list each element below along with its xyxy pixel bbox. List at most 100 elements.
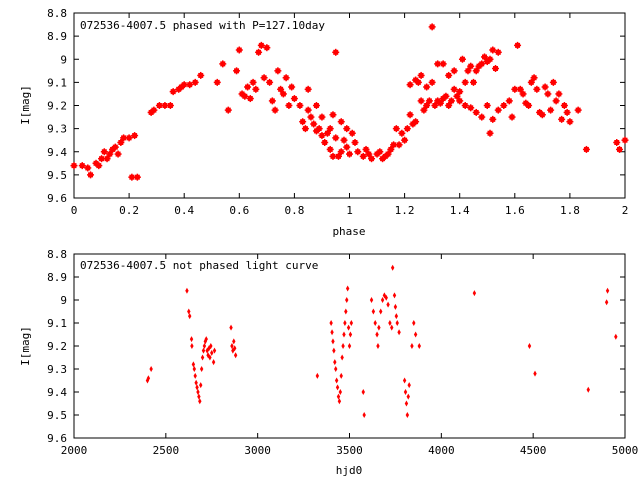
data-point — [406, 111, 414, 119]
data-point — [202, 343, 207, 349]
data-point — [395, 141, 403, 149]
data-point — [233, 352, 238, 359]
data-point — [386, 301, 390, 308]
data-point — [379, 308, 383, 315]
data-point — [395, 320, 399, 326]
data-point — [403, 125, 411, 133]
data-point — [439, 60, 447, 68]
data-point — [406, 81, 414, 89]
phased-y-tick-label: 9.5 — [47, 169, 67, 182]
unphased-axis-ticks: 2000 2500 3000 3500 4000 4500 5000 8.8 8.9 9 9.1 9.… — [47, 248, 638, 457]
data-point — [193, 372, 197, 379]
unphased-y-tick-label: 8.8 — [47, 248, 67, 261]
data-point — [346, 324, 351, 331]
unphased-y-tick-label: 9.6 — [47, 432, 67, 445]
unphased-y-tick-label: 9.1 — [47, 317, 67, 330]
data-point — [348, 331, 353, 338]
data-point — [209, 343, 213, 349]
data-point — [423, 102, 431, 109]
data-point — [467, 104, 475, 112]
data-point — [494, 106, 502, 114]
data-point — [605, 287, 610, 294]
data-point — [405, 412, 410, 418]
data-point — [464, 67, 472, 75]
data-point — [349, 320, 354, 326]
data-point — [450, 85, 458, 93]
data-point — [339, 372, 343, 379]
data-point — [574, 106, 582, 114]
data-point — [345, 285, 350, 292]
data-point — [417, 343, 421, 349]
unphased-y-tick-label: 9.5 — [47, 409, 67, 422]
data-point — [404, 400, 409, 407]
data-point — [199, 366, 204, 372]
data-point — [344, 308, 348, 315]
data-point — [78, 162, 86, 170]
data-point — [315, 125, 323, 133]
data-point — [246, 95, 254, 103]
data-point — [500, 102, 508, 109]
data-point — [195, 384, 199, 391]
data-point — [544, 90, 552, 98]
data-point — [100, 148, 108, 156]
data-point — [450, 67, 458, 75]
data-point — [412, 320, 416, 326]
data-point — [204, 336, 208, 343]
unphased-x-tick-label: 2000 — [61, 444, 88, 457]
phased-x-tick-label: 0.2 — [119, 204, 139, 217]
data-point — [387, 145, 395, 153]
phased-x-tick-label: 1.6 — [505, 204, 525, 217]
data-point — [397, 329, 401, 336]
data-point — [445, 102, 453, 109]
data-point — [95, 162, 103, 170]
data-point — [326, 145, 334, 153]
data-point — [615, 145, 623, 153]
data-point — [117, 139, 125, 146]
data-point — [552, 97, 560, 105]
phased-chart-title: 072536-4007.5 phased with P=127.10day — [80, 19, 325, 32]
data-point — [508, 113, 516, 121]
data-point — [224, 106, 232, 114]
data-point — [478, 113, 486, 121]
data-point — [200, 354, 205, 361]
data-point — [390, 264, 395, 271]
data-point — [393, 303, 398, 310]
data-point — [197, 71, 205, 79]
data-point — [525, 102, 533, 109]
data-point — [362, 412, 366, 418]
data-point — [413, 331, 418, 338]
data-point — [343, 143, 351, 151]
data-point — [257, 41, 265, 49]
phased-y-tick-label: 9.2 — [47, 100, 67, 113]
data-point — [233, 67, 241, 75]
data-point — [417, 71, 425, 79]
data-point — [410, 343, 414, 349]
phased-x-tick-label: 0.8 — [284, 204, 304, 217]
data-point — [198, 398, 202, 405]
data-point — [555, 90, 563, 98]
data-point — [343, 125, 351, 133]
data-point — [282, 74, 290, 82]
phased-light-curve-panel: 072536-4007.5 phased with P=127.10day ph… — [19, 7, 629, 238]
data-point — [453, 92, 461, 100]
unphased-x-axis-label: hjd0 — [336, 464, 363, 477]
data-point — [337, 398, 342, 405]
phased-x-tick-label: 2 — [622, 204, 629, 217]
data-point — [384, 150, 392, 158]
data-point — [321, 139, 329, 146]
phased-data-points — [70, 23, 629, 181]
data-point — [489, 46, 497, 54]
data-point — [406, 393, 410, 400]
data-point — [538, 111, 546, 119]
data-point — [307, 113, 315, 121]
data-point — [480, 53, 488, 61]
phased-y-tick-label: 9.3 — [47, 123, 67, 136]
unphased-x-tick-label: 3500 — [336, 444, 363, 457]
data-point — [342, 331, 346, 338]
data-point — [614, 333, 618, 340]
data-point — [233, 345, 237, 352]
data-point — [208, 354, 212, 361]
data-point — [190, 343, 194, 349]
data-point — [390, 324, 394, 331]
